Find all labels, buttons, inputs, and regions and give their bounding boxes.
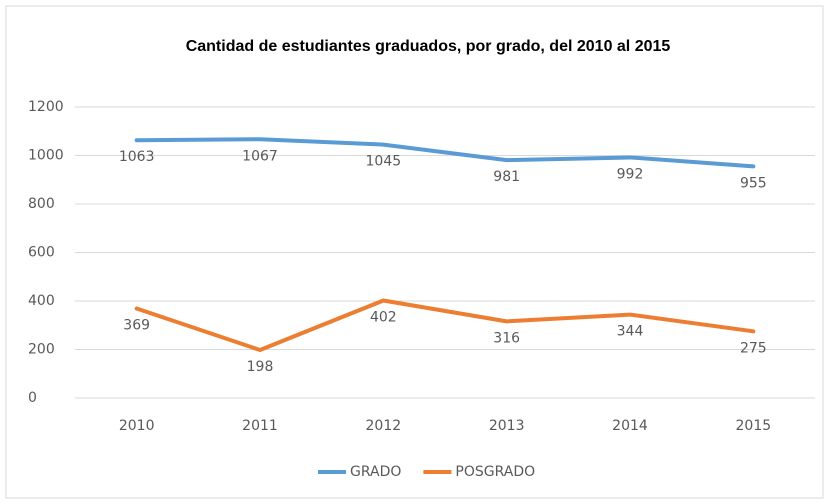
data-label: 1063 (119, 149, 155, 165)
y-tick-label: 800 (28, 196, 55, 212)
y-tick-label: 400 (28, 293, 55, 309)
data-label: 1067 (242, 148, 278, 164)
data-label: 369 (123, 318, 150, 334)
y-tick-label: 200 (28, 342, 55, 358)
data-label: 275 (740, 340, 767, 356)
x-tick-label: 2015 (736, 418, 772, 434)
y-tick-label: 600 (28, 245, 55, 261)
data-label: 402 (370, 310, 397, 326)
y-tick-label: 1000 (28, 148, 64, 164)
legend-label: POSGRADO (455, 464, 535, 480)
x-tick-label: 2013 (489, 418, 525, 434)
series-line (134, 137, 756, 169)
legend-label: GRADO (350, 464, 401, 480)
y-tick-label: 0 (28, 390, 37, 406)
x-tick-label: 2014 (612, 418, 648, 434)
data-label: 198 (247, 359, 274, 375)
x-tick-label: 2010 (119, 418, 155, 434)
series-line (134, 298, 756, 352)
x-tick-label: 2011 (242, 418, 278, 434)
chart-title: Cantidad de estudiantes graduados, por g… (186, 38, 671, 55)
data-label: 955 (740, 175, 767, 191)
data-label: 1045 (366, 154, 402, 170)
y-tick-label: 1200 (28, 99, 64, 115)
x-tick-label: 2012 (366, 418, 402, 434)
data-label: 992 (617, 166, 644, 182)
data-label: 316 (493, 330, 520, 346)
data-label: 981 (493, 169, 520, 185)
data-label: 344 (617, 324, 644, 340)
